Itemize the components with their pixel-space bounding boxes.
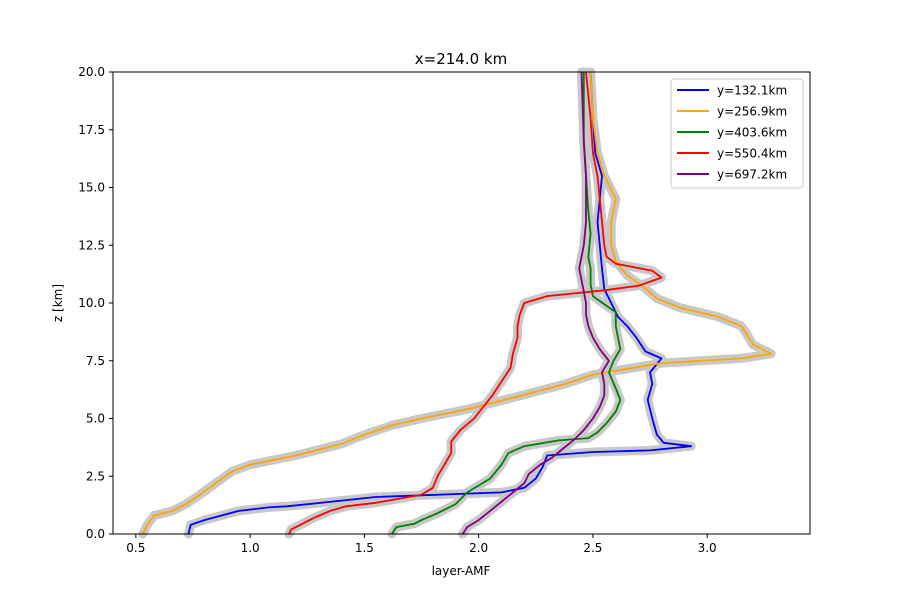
y-tick-label: 12.5 [78, 238, 105, 252]
legend-label-5: y=697.2km [717, 168, 787, 182]
x-tick-label: 1.0 [241, 541, 260, 555]
legend-box [670, 78, 804, 189]
x-tick-label: 0.5 [126, 541, 145, 555]
legend: y=132.1km y=256.9km y=403.6km y=550.4km y=69… [670, 78, 804, 189]
y-tick-label: 2.5 [86, 469, 105, 483]
y-axis-label: z [km] [51, 284, 65, 322]
chart-title: x=214.0 km [415, 50, 507, 68]
series-line-1 [187, 71, 693, 535]
x-tick-label: 2.5 [583, 541, 602, 555]
legend-label-3: y=403.6km [717, 126, 787, 140]
x-axis-label: layer-AMF [432, 564, 491, 578]
y-tick-label: 10.0 [78, 296, 105, 310]
x-axis-ticks: 0.5 1.0 1.5 2.0 2.5 3.0 [126, 534, 717, 555]
y-tick-label: 0.0 [86, 527, 105, 541]
legend-label-2: y=256.9km [717, 105, 787, 119]
series-line-3 [391, 72, 622, 535]
y-tick-label: 15.0 [78, 181, 105, 195]
y-tick-label: 7.5 [86, 354, 105, 368]
y-tick-label: 20.0 [78, 65, 105, 79]
y-axis-ticks: 0.0 2.5 5.0 7.5 10.0 12.5 15.0 17.5 20.0 [78, 65, 113, 541]
series-lines [141, 71, 773, 535]
legend-label-1: y=132.1km [717, 84, 787, 98]
series-line-4 [288, 71, 663, 535]
x-tick-label: 3.0 [698, 541, 717, 555]
series-line-2 [141, 71, 773, 535]
x-tick-label: 1.5 [355, 541, 374, 555]
y-tick-label: 5.0 [86, 412, 105, 426]
series-line-5 [461, 71, 610, 535]
y-tick-label: 17.5 [78, 123, 105, 137]
legend-label-4: y=550.4km [717, 147, 787, 161]
x-tick-label: 2.0 [469, 541, 488, 555]
